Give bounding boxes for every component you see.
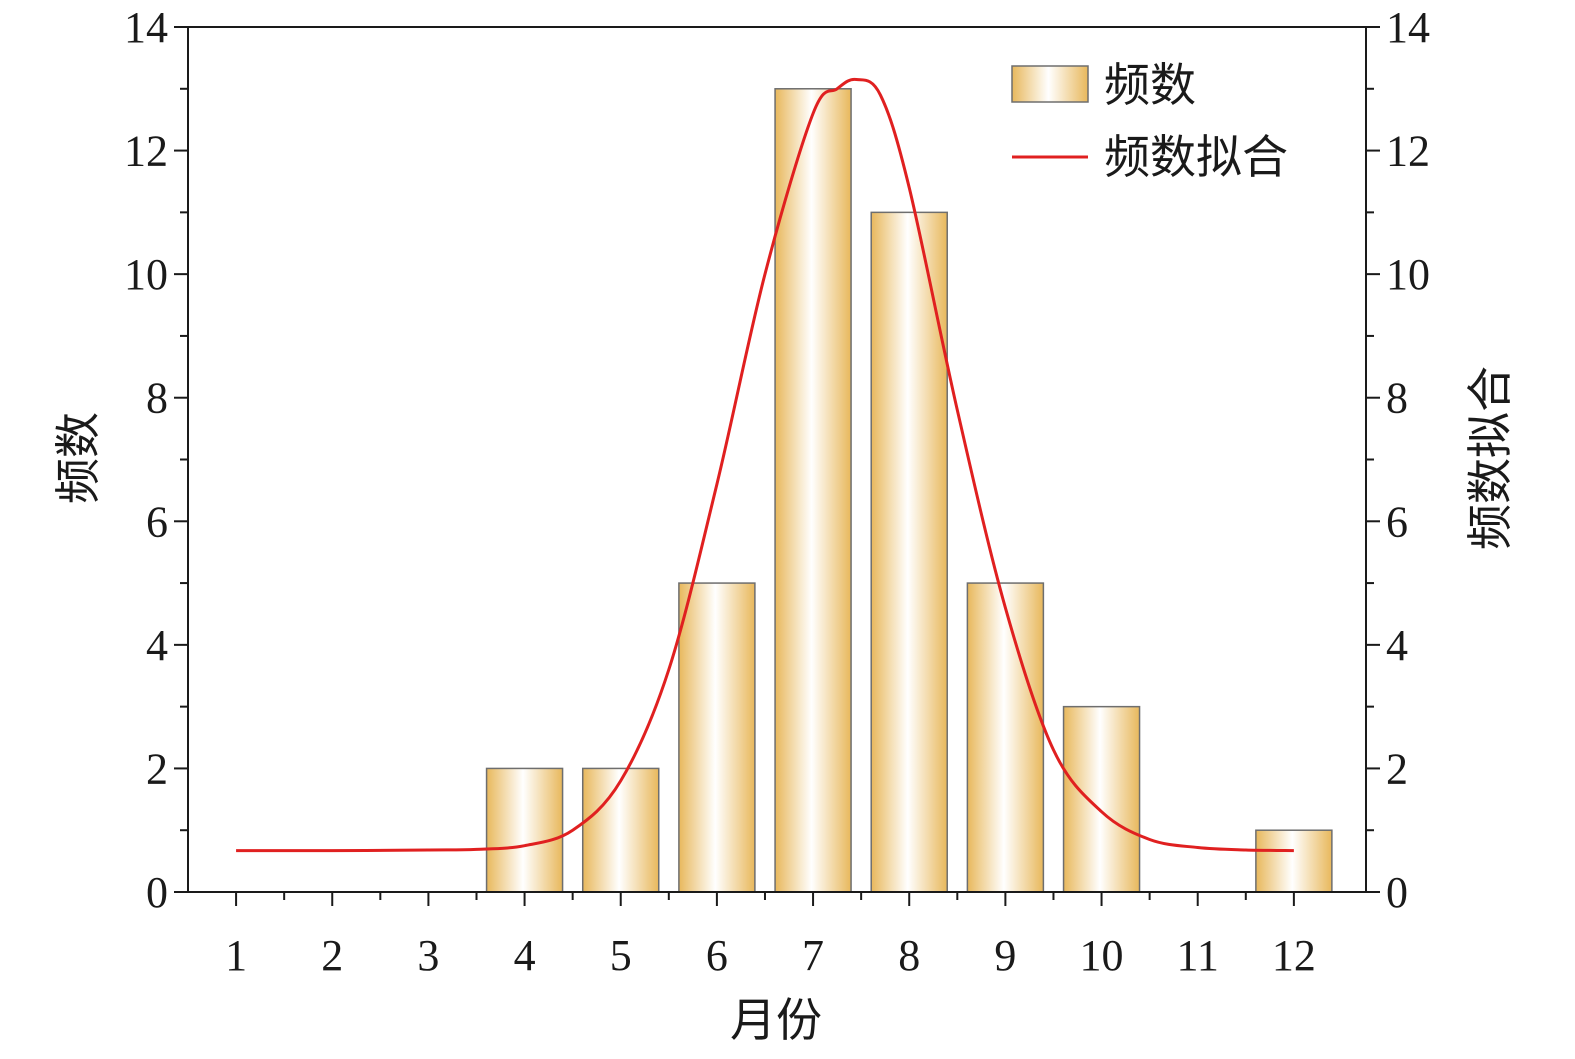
y-tick-label-right-8: 8 bbox=[1386, 374, 1408, 423]
bar-7 bbox=[774, 88, 852, 893]
bar-5 bbox=[581, 767, 660, 893]
fit-line-series bbox=[236, 77, 1294, 853]
y-tick-label-left-8: 8 bbox=[146, 374, 168, 423]
y-tick-label-left-14: 14 bbox=[124, 3, 168, 52]
bar-12 bbox=[1255, 829, 1333, 893]
y-tick-label-left-4: 4 bbox=[146, 621, 168, 670]
bar-4 bbox=[485, 767, 564, 893]
x-tick-label-5: 5 bbox=[610, 931, 632, 980]
fit-line bbox=[236, 77, 1294, 853]
y-tick-label-right-10: 10 bbox=[1386, 250, 1430, 299]
x-tick-label-9: 9 bbox=[994, 931, 1016, 980]
x-tick-label-3: 3 bbox=[417, 931, 439, 980]
legend-label-bar: 频数 bbox=[1104, 60, 1196, 111]
y-tick-label-left-2: 2 bbox=[146, 744, 168, 793]
legend-label-line: 频数拟合 bbox=[1104, 132, 1288, 183]
x-axis-title: 月份 bbox=[730, 995, 822, 1046]
x-tick-label-2: 2 bbox=[321, 931, 343, 980]
y-tick-label-right-12: 12 bbox=[1386, 127, 1430, 176]
x-tick-label-11: 11 bbox=[1177, 931, 1219, 980]
y-tick-label-right-0: 0 bbox=[1386, 868, 1408, 917]
x-tick-label-10: 10 bbox=[1080, 931, 1124, 980]
y-tick-label-left-10: 10 bbox=[124, 250, 168, 299]
bar-series bbox=[485, 88, 1333, 893]
x-tick-label-6: 6 bbox=[706, 931, 728, 980]
legend-swatch-bar bbox=[1011, 65, 1089, 103]
x-tick-label-12: 12 bbox=[1272, 931, 1316, 980]
x-tick-label-8: 8 bbox=[898, 931, 920, 980]
y-tick-label-right-2: 2 bbox=[1386, 744, 1408, 793]
bar-9 bbox=[966, 582, 1045, 893]
y-tick-label-left-0: 0 bbox=[146, 868, 168, 917]
bar-8 bbox=[870, 211, 948, 893]
y-tick-label-right-6: 6 bbox=[1386, 497, 1408, 546]
axis-titles: 月份 频数 频数拟合 bbox=[53, 366, 1516, 1046]
x-tick-label-4: 4 bbox=[514, 931, 536, 980]
y-axis-title-right: 频数拟合 bbox=[1465, 366, 1516, 550]
x-tick-label-7: 7 bbox=[802, 931, 824, 980]
y-tick-label-right-14: 14 bbox=[1386, 3, 1430, 52]
x-tick-label-1: 1 bbox=[225, 931, 247, 980]
y-tick-label-left-6: 6 bbox=[146, 497, 168, 546]
bar-6 bbox=[678, 582, 756, 893]
y-tick-label-left-12: 12 bbox=[124, 127, 168, 176]
y-tick-label-right-4: 4 bbox=[1386, 621, 1408, 670]
y-axis-title-left: 频数 bbox=[53, 412, 104, 504]
bar-10 bbox=[1062, 705, 1141, 893]
